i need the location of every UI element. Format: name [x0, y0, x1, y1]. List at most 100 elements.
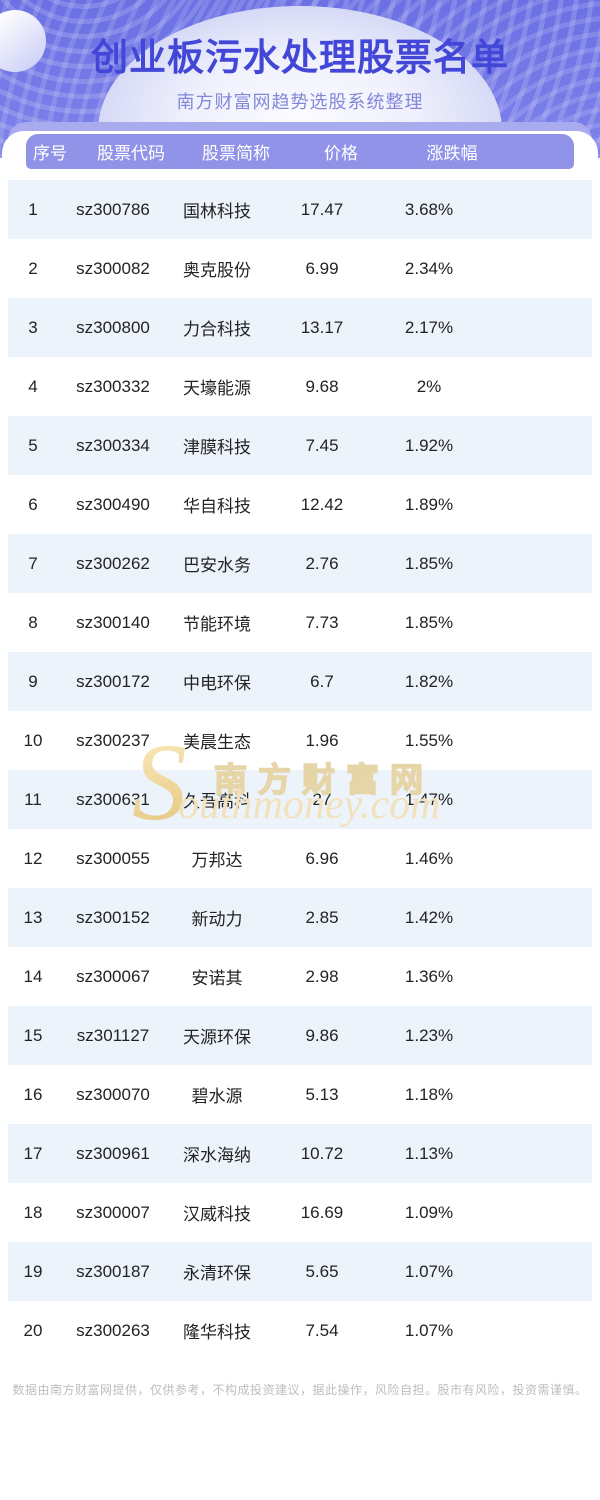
column-header-price: 价格: [324, 144, 358, 163]
cell-index: 19: [23, 1261, 43, 1281]
cell-code: sz300067: [76, 966, 150, 986]
cell-index: 17: [23, 1143, 43, 1163]
cell-price: 12.42: [300, 494, 344, 514]
cell-code: sz300263: [76, 1320, 150, 1340]
cell-price: 27: [312, 789, 332, 809]
table-row: 12 sz300055 万邦达 6.96 1.46%: [8, 829, 592, 888]
cell-change: 1.42%: [404, 907, 454, 927]
cell-change: 1.07%: [404, 1261, 454, 1281]
table-row: 19 sz300187 永清环保 5.65 1.07%: [8, 1242, 592, 1301]
table-row: 8 sz300140 节能环境 7.73 1.85%: [8, 593, 592, 652]
cell-code: sz300152: [76, 907, 150, 927]
cell-name: 华自科技: [183, 497, 251, 516]
cell-name: 中电环保: [183, 674, 251, 693]
table-row: 7 sz300262 巴安水务 2.76 1.85%: [8, 534, 592, 593]
cell-change: 1.36%: [404, 966, 454, 986]
page-subtitle: 南方财富网趋势选股系统整理: [176, 92, 424, 112]
cell-index: 3: [28, 317, 38, 337]
cell-code: sz300172: [76, 671, 150, 691]
table-row: 10 sz300237 美晨生态 1.96 1.55%: [8, 711, 592, 770]
table-body: 1 sz300786 国林科技 17.47 3.68% 2 sz300082 奥克股份 6.99…: [8, 180, 592, 1360]
cell-name: 力合科技: [183, 320, 251, 339]
cell-price: 13.17: [300, 317, 344, 337]
cell-price: 6.96: [305, 848, 339, 868]
cell-price: 16.69: [300, 1202, 344, 1222]
cell-price: 2.98: [305, 966, 339, 986]
cell-index: 7: [28, 553, 38, 573]
cell-index: 13: [23, 907, 43, 927]
cell-index: 12: [23, 848, 43, 868]
cell-change: 1.92%: [404, 435, 454, 455]
cell-name: 久吾高科: [183, 792, 251, 811]
cell-change: 1.85%: [404, 612, 454, 632]
cell-change: 1.55%: [404, 730, 454, 750]
cell-price: 5.13: [305, 1084, 339, 1104]
cell-change: 1.09%: [404, 1202, 454, 1222]
table-header-row: 序号 股票代码 股票简称 价格 涨跌幅: [26, 134, 574, 169]
cell-name: 节能环境: [183, 615, 251, 634]
cell-index: 8: [28, 612, 38, 632]
cell-name: 永清环保: [183, 1264, 251, 1283]
table-row: 16 sz300070 碧水源 5.13 1.18%: [8, 1065, 592, 1124]
cell-change: 1.18%: [404, 1084, 454, 1104]
cell-code: sz300800: [76, 317, 150, 337]
table-row: 13 sz300152 新动力 2.85 1.42%: [8, 888, 592, 947]
cell-code: sz301127: [76, 1025, 150, 1045]
cell-name: 天源环保: [183, 1028, 251, 1047]
cell-code: sz300334: [76, 435, 150, 455]
cell-index: 9: [28, 671, 38, 691]
cell-index: 18: [23, 1202, 43, 1222]
cell-name: 安诺其: [191, 969, 243, 988]
cell-code: sz300631: [76, 789, 150, 809]
column-header-code: 股票代码: [97, 144, 165, 163]
cell-index: 15: [23, 1025, 43, 1045]
cell-price: 2.85: [305, 907, 339, 927]
cell-index: 14: [23, 966, 43, 986]
page-title: 创业板污水处理股票名单: [91, 37, 509, 78]
table-row: 9 sz300172 中电环保 6.7 1.82%: [8, 652, 592, 711]
cell-change: 1.07%: [404, 1320, 454, 1340]
cell-name: 国林科技: [183, 202, 251, 221]
cell-name: 巴安水务: [183, 556, 251, 575]
cell-index: 10: [23, 730, 43, 750]
cell-price: 5.65: [305, 1261, 339, 1281]
hero-header: 创业板污水处理股票名单 南方财富网趋势选股系统整理: [0, 0, 600, 158]
cell-index: 6: [28, 494, 38, 514]
cell-index: 2: [28, 258, 38, 278]
cell-change: 1.82%: [404, 671, 454, 691]
cell-index: 16: [23, 1084, 43, 1104]
cell-code: sz300187: [76, 1261, 150, 1281]
cell-change: 1.85%: [404, 553, 454, 573]
cell-price: 10.72: [300, 1143, 344, 1163]
cell-change: 2.34%: [404, 258, 454, 278]
cell-name: 新动力: [191, 910, 243, 929]
cell-index: 1: [28, 199, 38, 219]
cell-code: sz300332: [76, 376, 150, 396]
cell-price: 2.76: [305, 553, 339, 573]
cell-name: 天壕能源: [183, 379, 251, 398]
cell-price: 7.54: [305, 1320, 339, 1340]
cell-code: sz300007: [76, 1202, 150, 1222]
table-row: 17 sz300961 深水海纳 10.72 1.13%: [8, 1124, 592, 1183]
cell-change: 1.47%: [404, 789, 454, 809]
cell-name: 万邦达: [191, 851, 243, 870]
cell-name: 奥克股份: [183, 261, 251, 280]
cell-name: 美晨生态: [183, 733, 251, 752]
cell-price: 1.96: [305, 730, 339, 750]
cell-change: 1.23%: [404, 1025, 454, 1045]
cell-index: 4: [28, 376, 38, 396]
cell-price: 9.68: [305, 376, 339, 396]
table-row: 15 sz301127 天源环保 9.86 1.23%: [8, 1006, 592, 1065]
cell-name: 汉威科技: [183, 1205, 251, 1224]
cell-index: 20: [23, 1320, 43, 1340]
cell-index: 5: [28, 435, 38, 455]
cell-price: 9.86: [305, 1025, 339, 1045]
cell-name: 津膜科技: [183, 438, 251, 457]
table-row: 11 sz300631 久吾高科 27 1.47%: [8, 770, 592, 829]
cell-name: 深水海纳: [183, 1146, 251, 1165]
table-card: 序号 股票代码 股票简称 价格 涨跌幅 1 sz300786 国林科技 17.47 3.…: [2, 131, 598, 1500]
table-row: 3 sz300800 力合科技 13.17 2.17%: [8, 298, 592, 357]
cell-code: sz300055: [76, 848, 150, 868]
cell-name: 隆华科技: [183, 1323, 251, 1342]
cell-price: 7.45: [305, 435, 339, 455]
